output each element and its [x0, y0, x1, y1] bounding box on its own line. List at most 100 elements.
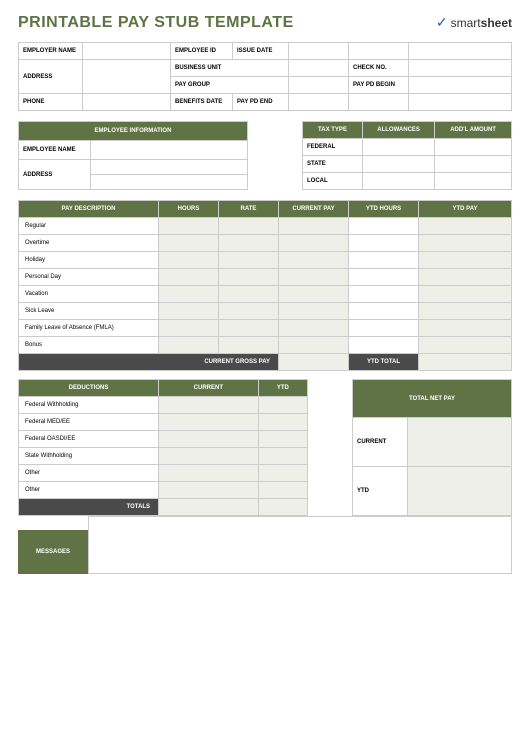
value: [83, 94, 171, 111]
label: ADDRESS: [19, 160, 91, 190]
value: [279, 218, 349, 235]
value: [159, 337, 219, 354]
row-label: Federal Withholding: [19, 397, 159, 414]
label: PAY GROUP: [171, 77, 289, 94]
gross-pay-value: [279, 354, 349, 371]
value: [289, 43, 349, 60]
header: PRINTABLE PAY STUB TEMPLATE ✓ smartsheet: [18, 14, 512, 32]
row-label: Federal MED/EE: [19, 414, 159, 431]
value: [289, 77, 349, 94]
row-label: Other: [19, 465, 159, 482]
value: [219, 286, 279, 303]
value: [258, 431, 307, 448]
value: [409, 43, 512, 60]
value: [219, 303, 279, 320]
value: [219, 269, 279, 286]
value: [159, 482, 259, 499]
value: [258, 397, 307, 414]
value: [363, 173, 435, 190]
messages-label: MESSAGES: [18, 530, 88, 574]
label: PAY PD END: [233, 94, 289, 111]
value: [435, 139, 512, 156]
value: [159, 235, 219, 252]
label: BUSINESS UNIT: [171, 60, 289, 77]
value: [349, 43, 409, 60]
value: [363, 139, 435, 156]
col-header: ALLOWANCES: [363, 122, 435, 139]
row-label: Overtime: [19, 235, 159, 252]
value: [219, 337, 279, 354]
deductions-netpay-section: DEDUCTIONS CURRENT YTD Federal Withholdi…: [18, 379, 512, 516]
value: [219, 320, 279, 337]
value: [408, 467, 512, 516]
value: [279, 235, 349, 252]
value: [159, 414, 259, 431]
value: [159, 218, 219, 235]
employer-info-table: EMPLOYER NAME EMPLOYEE ID ISSUE DATE ADD…: [18, 42, 512, 111]
label: STATE: [303, 156, 363, 173]
tax-table: TAX TYPE ALLOWANCES ADD'L AMOUNT FEDERAL…: [302, 121, 512, 190]
label: EMPLOYEE NAME: [19, 141, 91, 160]
page-title: PRINTABLE PAY STUB TEMPLATE: [18, 14, 294, 32]
value: [289, 60, 349, 77]
totals-label: TOTALS: [19, 499, 159, 516]
value: [159, 320, 219, 337]
check-icon: ✓: [436, 14, 448, 31]
col-header: RATE: [219, 201, 279, 218]
value: [159, 252, 219, 269]
label: FEDERAL: [303, 139, 363, 156]
label: EMPLOYER NAME: [19, 43, 83, 60]
label: CHECK NO.: [349, 60, 409, 77]
label: BENEFITS DATE: [171, 94, 233, 111]
row-label: Holiday: [19, 252, 159, 269]
value: [409, 60, 512, 77]
value: [279, 320, 349, 337]
row-label: Personal Day: [19, 269, 159, 286]
page: PRINTABLE PAY STUB TEMPLATE ✓ smartsheet…: [0, 0, 530, 749]
col-header: TAX TYPE: [303, 122, 363, 139]
table-header: EMPLOYEE INFORMATION: [19, 122, 248, 141]
value: [159, 465, 259, 482]
messages-area: [88, 516, 512, 574]
label: LOCAL: [303, 173, 363, 190]
row-label: Vacation: [19, 286, 159, 303]
value: [258, 465, 307, 482]
messages-section: MESSAGES: [18, 516, 512, 574]
value: [349, 269, 419, 286]
value: [419, 252, 512, 269]
value: [408, 418, 512, 467]
value: [83, 60, 171, 94]
value: [91, 175, 248, 190]
value: [159, 303, 219, 320]
value: [349, 303, 419, 320]
ytd-total-value: [419, 354, 512, 371]
value: [219, 252, 279, 269]
value: [435, 156, 512, 173]
value: [91, 141, 248, 160]
value: [419, 303, 512, 320]
value: [219, 218, 279, 235]
value: [258, 482, 307, 499]
pay-description-table: PAY DESCRIPTION HOURS RATE CURRENT PAY Y…: [18, 200, 512, 371]
value: [419, 320, 512, 337]
logo-text: smartsheet: [451, 16, 512, 30]
col-header: DEDUCTIONS: [19, 380, 159, 397]
value: [409, 94, 512, 111]
row-label: Sick Leave: [19, 303, 159, 320]
label: PHONE: [19, 94, 83, 111]
col-header: HOURS: [159, 201, 219, 218]
value: [279, 286, 349, 303]
value: [159, 431, 259, 448]
value: [159, 269, 219, 286]
row-label: Other: [19, 482, 159, 499]
label: EMPLOYEE ID: [171, 43, 233, 60]
value: [279, 252, 349, 269]
value: [258, 499, 307, 516]
value: [409, 77, 512, 94]
row-label: Bonus: [19, 337, 159, 354]
value: [349, 320, 419, 337]
value: [349, 94, 409, 111]
value: [435, 173, 512, 190]
value: [349, 286, 419, 303]
value: [83, 43, 171, 60]
